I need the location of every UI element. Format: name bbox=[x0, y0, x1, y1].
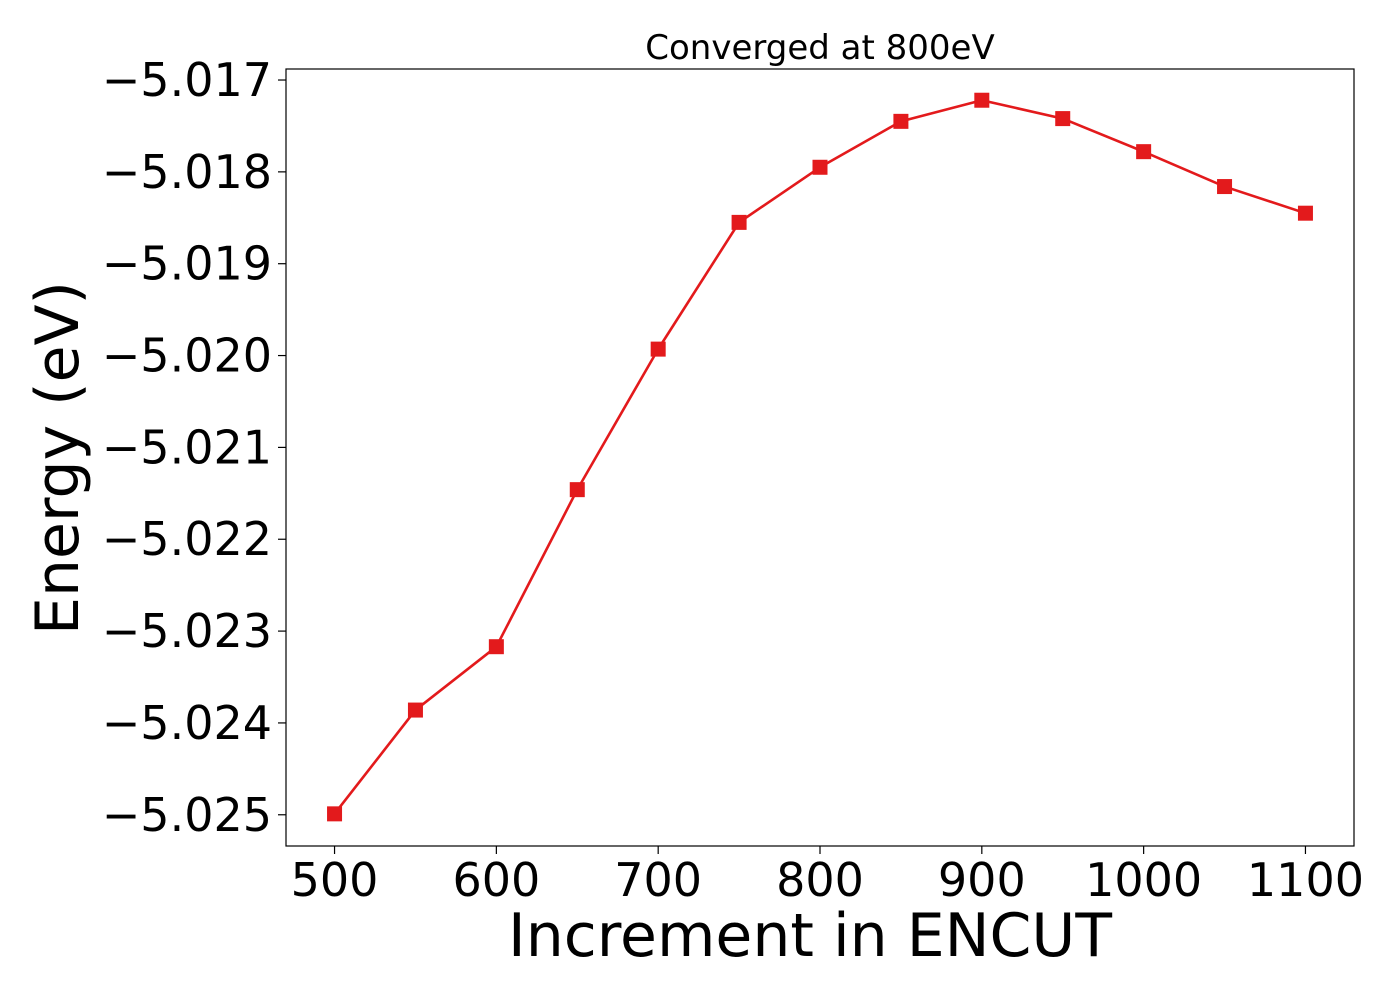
y-tick-label: −5.023 bbox=[102, 604, 272, 658]
y-axis: −5.025 −5.024 −5.023 −5.022 −5.021 −5.020 −5.0… bbox=[102, 53, 286, 842]
data-point bbox=[1217, 179, 1233, 195]
y-tick-label: −5.024 bbox=[102, 696, 272, 750]
x-tick-label: 700 bbox=[614, 853, 702, 907]
y-axis-label: Energy (eV) bbox=[23, 281, 93, 635]
y-tick-label: −5.019 bbox=[102, 237, 272, 291]
data-point bbox=[1297, 205, 1313, 221]
y-tick-label: −5.022 bbox=[102, 512, 272, 566]
data-point bbox=[407, 702, 423, 718]
data-point bbox=[812, 159, 828, 175]
data-point bbox=[974, 92, 990, 108]
x-tick-label: 600 bbox=[452, 853, 540, 907]
x-tick-label: 1000 bbox=[1085, 853, 1202, 907]
y-tick-label: −5.020 bbox=[102, 329, 272, 383]
data-point bbox=[650, 341, 666, 357]
data-point bbox=[327, 806, 343, 822]
y-tick-label: −5.018 bbox=[102, 145, 272, 199]
x-tick-label: 800 bbox=[776, 853, 864, 907]
data-point bbox=[569, 482, 585, 498]
y-tick-label: −5.017 bbox=[102, 53, 272, 107]
y-tick-label: −5.025 bbox=[102, 788, 272, 842]
data-point bbox=[731, 214, 747, 230]
data-point bbox=[1136, 144, 1152, 160]
data-point bbox=[1055, 111, 1071, 127]
y-tick-label: −5.021 bbox=[102, 420, 272, 474]
x-axis-label: Increment in ENCUT bbox=[508, 901, 1112, 971]
x-axis: 500 600 700 800 900 1000 1100 bbox=[291, 846, 1364, 907]
series-layer bbox=[327, 92, 1313, 822]
chart-title: Converged at 800eV bbox=[645, 28, 994, 68]
data-point bbox=[893, 113, 909, 129]
data-point bbox=[488, 639, 504, 655]
x-tick-label: 500 bbox=[291, 853, 379, 907]
x-tick-label: 900 bbox=[938, 853, 1026, 907]
x-tick-label: 1100 bbox=[1247, 853, 1364, 907]
